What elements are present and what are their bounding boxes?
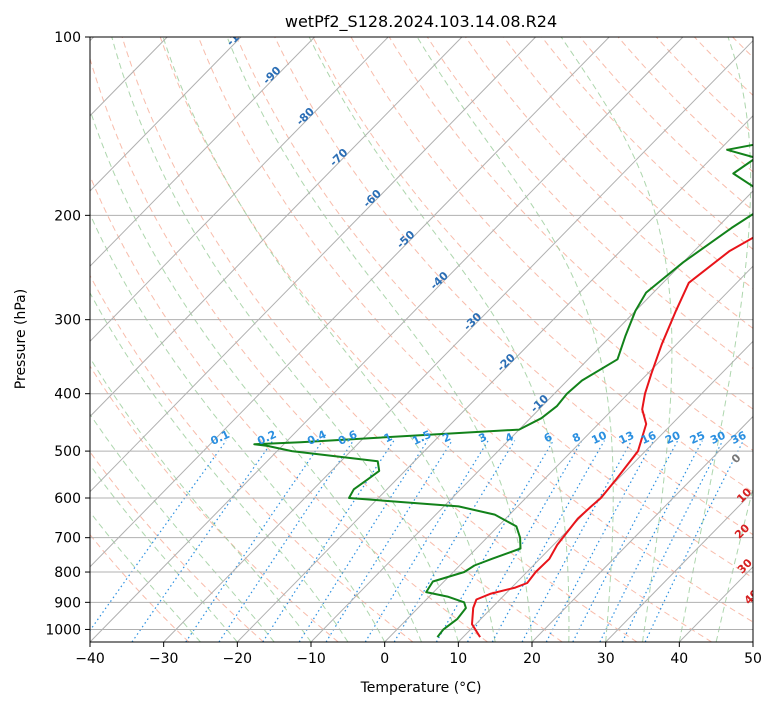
dry-adiabat-line — [90, 174, 488, 642]
isotherm-line — [531, 415, 753, 642]
dry-adiabat-line — [617, 37, 753, 173]
moist-adiabat-line — [90, 212, 386, 642]
dry-adiabat-line — [388, 37, 753, 410]
profile-series — [253, 143, 753, 638]
moist-adiabat-line — [308, 37, 570, 642]
dry-adiabat-line — [350, 37, 753, 451]
isotherm-line — [90, 37, 536, 493]
isotherm-line — [384, 265, 753, 642]
mixing-ratio-line — [90, 440, 227, 632]
dry-adiabat-line — [236, 37, 753, 579]
mixing-ratio-line — [545, 440, 655, 642]
mixing-ratio-line — [435, 440, 554, 642]
moist-adiabat-line — [90, 413, 275, 642]
y-tick-label: 700 — [54, 531, 81, 547]
y-tick-label: 200 — [54, 208, 81, 224]
x-tick-label: 30 — [597, 651, 615, 667]
x-tick-label: −20 — [223, 651, 253, 667]
moist-adiabat-label: 10 — [734, 485, 754, 505]
moist-adiabat-line — [111, 37, 459, 642]
mixing-ratio-label: 36 — [729, 429, 749, 447]
isotherm-label: -100 — [224, 20, 253, 49]
chart-title: wetPf2_S128.2024.103.14.08.R24 — [285, 12, 557, 32]
y-tick-label: 500 — [54, 444, 81, 460]
isotherm-line — [236, 115, 753, 642]
moist-adiabats — [90, 37, 753, 642]
isotherm-line — [605, 490, 753, 642]
mixing-ratio-label: 13 — [617, 429, 636, 447]
y-tick-label: 800 — [54, 565, 81, 581]
moist-adiabat-line — [226, 37, 533, 642]
mixing-ratio-line — [599, 440, 703, 642]
mixing-ratio-line — [298, 440, 429, 642]
isotherm-line — [90, 37, 315, 267]
dry-adiabat-line — [90, 57, 563, 642]
y-tick-label: 100 — [54, 30, 81, 46]
dry-adiabat-line — [159, 37, 712, 642]
y-tick-label: 900 — [54, 595, 81, 611]
moist-adiabat-line — [162, 37, 496, 642]
dry-adiabat-line — [121, 37, 638, 642]
isotherm-line — [310, 190, 753, 642]
moist-adiabat-line — [416, 37, 614, 642]
isotherm-line — [90, 37, 389, 343]
y-tick-label: 600 — [54, 491, 81, 507]
isotherms — [90, 37, 753, 642]
x-tick-label: −40 — [75, 651, 105, 667]
x-tick-label: 20 — [523, 651, 541, 667]
x-tick-label: −30 — [149, 651, 179, 667]
dry-adiabat-line — [90, 274, 414, 642]
pressure-gridlines — [90, 37, 753, 630]
moist-adiabat-line — [715, 486, 753, 642]
dry-adiabat-line — [426, 37, 753, 370]
x-tick-label: −10 — [296, 651, 326, 667]
isotherm-line — [90, 37, 463, 418]
isotherm-line — [163, 39, 753, 642]
dry-adiabat-line — [465, 37, 753, 329]
temperature-profile-line — [471, 236, 753, 638]
dry-adiabat-line — [274, 37, 753, 536]
dry-adiabat-line — [312, 37, 753, 493]
mixing-ratio-line — [644, 440, 744, 642]
isotherm-line — [457, 340, 753, 642]
mixing-ratio-line — [131, 440, 274, 642]
y-tick-label: 400 — [54, 387, 81, 403]
plot-area: 0.10.20.40.611.52346810131620253036-100-… — [90, 20, 762, 642]
moist-adiabat-line — [560, 37, 673, 642]
moist-adiabat-line — [90, 291, 349, 642]
mixing-ratio-label: 10 — [590, 429, 610, 447]
mixing-ratio-line — [572, 440, 679, 642]
x-tick-label: 10 — [449, 651, 467, 667]
y-axis-ticks: 100 200 300 400 500 600 700 800 900 1000 — [45, 30, 90, 638]
x-axis-ticks: −40 −30 −20 −10 0 10 20 30 40 50 — [75, 642, 762, 667]
moist-adiabat-label: 40 — [742, 587, 762, 607]
mixing-ratio-label: 16 — [639, 429, 659, 447]
mixing-ratio-label: 25 — [688, 429, 707, 447]
dry-adiabats — [90, 37, 753, 642]
x-tick-label: 40 — [670, 651, 688, 667]
mixing-ratio-line — [364, 440, 489, 642]
mixing-ratio-line — [325, 440, 453, 642]
y-tick-label: 1000 — [45, 622, 81, 638]
x-axis-label: Temperature (°C) — [360, 680, 482, 696]
plot-frame — [89, 36, 754, 643]
isotherm-line — [90, 37, 610, 568]
isotherm-line — [90, 37, 684, 642]
y-axis-label: Pressure (hPa) — [13, 289, 29, 389]
moist-adiabat-line — [90, 464, 238, 642]
mixing-ratio-line — [185, 440, 324, 642]
mixing-ratio-label: 20 — [663, 429, 683, 447]
x-tick-label: 50 — [744, 651, 762, 667]
dry-adiabat-line — [579, 37, 753, 212]
moist-adiabat-line — [90, 108, 422, 642]
dewpoint-profile-line — [253, 143, 753, 638]
isotherm-line — [90, 37, 242, 192]
x-tick-label: 0 — [380, 651, 389, 667]
y-tick-label: 300 — [54, 313, 81, 329]
dry-adiabat-line — [90, 451, 264, 642]
mixing-ratio-label: 30 — [708, 429, 728, 447]
moist-adiabat-line — [678, 37, 752, 642]
